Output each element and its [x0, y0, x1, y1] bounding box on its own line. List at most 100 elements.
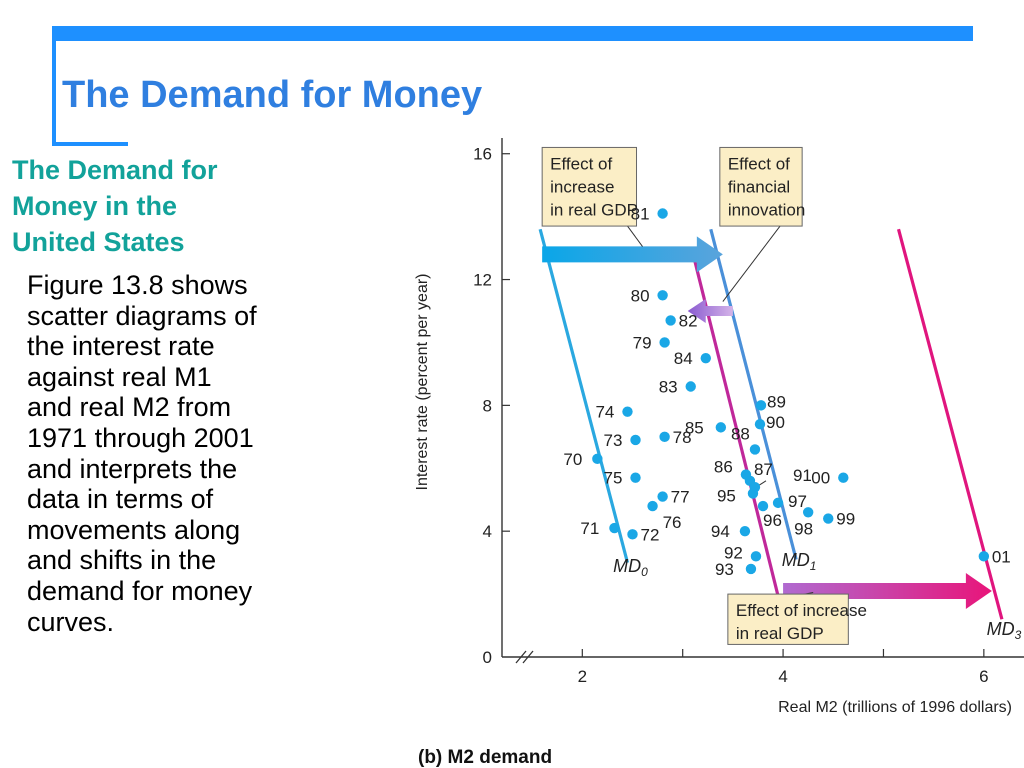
data-point	[739, 525, 751, 537]
top-accent-bar	[52, 26, 973, 41]
data-point	[754, 419, 766, 430]
y-tick-label: 12	[473, 271, 492, 290]
data-point-label: 99	[836, 510, 855, 529]
left-accent-bracket	[52, 26, 56, 146]
data-point-label: 71	[580, 519, 599, 538]
data-point	[749, 444, 761, 455]
annotation-boxes: Effect of increase in real GDP Effect of fin…	[541, 146, 867, 645]
axis-break-mark	[515, 650, 527, 664]
slide-body-text: Figure 13.8 shows scatter diagrams of th…	[27, 270, 257, 637]
data-point-label: 01	[992, 547, 1011, 566]
data-point-label: 86	[714, 458, 733, 477]
data-point	[630, 434, 641, 446]
annotation-text: Effect of	[550, 154, 612, 173]
data-point-label: 77	[671, 488, 690, 507]
curve-label: MD0	[613, 556, 648, 579]
accent-bracket-foot	[52, 142, 128, 146]
data-point	[745, 563, 757, 575]
curve-md2	[693, 260, 785, 617]
data-point	[657, 290, 668, 301]
y-axis-title: Interest rate (percent per year)	[414, 274, 431, 491]
data-point	[715, 422, 727, 433]
data-point-label: 75	[604, 469, 623, 488]
data-point	[659, 337, 670, 348]
slide-title: The Demand for Money	[62, 74, 483, 116]
data-point	[622, 406, 633, 417]
data-point	[755, 400, 767, 411]
shift-arrow	[687, 299, 733, 323]
annotation-box	[541, 146, 638, 227]
x-tick-label: 2	[578, 667, 587, 686]
data-point	[647, 500, 658, 512]
x-axis-title: Real M2 (trillions of 1996 dollars)	[778, 699, 1012, 716]
slide-subtitle: The Demand for Money in the United State…	[12, 155, 218, 257]
data-point-label: 95	[717, 486, 736, 505]
data-point-label: 96	[763, 511, 782, 530]
data-point	[685, 381, 696, 392]
data-point	[772, 497, 784, 509]
data-point-label: 80	[631, 286, 650, 305]
annotation-text: increase	[550, 177, 614, 196]
data-point	[665, 315, 676, 326]
data-point-label: 88	[731, 424, 750, 443]
curve-md0	[538, 228, 630, 564]
data-point-label: 78	[673, 428, 692, 447]
curve-label: MD3	[987, 619, 1022, 642]
data-point-label: 72	[641, 525, 660, 544]
data-point-label: 92	[724, 543, 743, 562]
data-point-label: 74	[595, 403, 614, 422]
data-point-label: 83	[659, 377, 678, 396]
data-point-label: 81	[631, 204, 650, 223]
data-point	[978, 551, 990, 562]
y-tick-label: 16	[473, 145, 492, 164]
data-point	[630, 472, 641, 483]
data-point	[823, 513, 834, 524]
shift-arrows	[542, 236, 992, 609]
data-point	[802, 507, 814, 518]
data-point	[700, 352, 711, 364]
annotation-box	[719, 146, 803, 227]
curve-label: MD1	[782, 550, 817, 573]
data-point-label: 70	[563, 450, 582, 469]
axis-break-mark	[522, 650, 534, 664]
data-point-label: 93	[715, 560, 734, 579]
annotation-text: financial	[728, 177, 790, 196]
y-tick-label: 4	[483, 522, 492, 541]
annotation-text: in real GDP	[736, 624, 824, 643]
data-point-label: 82	[679, 311, 698, 330]
data-point-label: 85	[685, 418, 704, 437]
x-tick-label: 4	[778, 667, 787, 686]
data-point-label: 90	[766, 413, 785, 432]
data-point	[657, 208, 668, 219]
data-point	[627, 529, 638, 540]
data-point-label: 94	[711, 522, 730, 541]
data-point-label: 87	[754, 460, 773, 479]
y-tick-label: 8	[483, 396, 492, 415]
data-point	[747, 488, 759, 499]
annotation-pointer	[722, 225, 781, 302]
annotation-box	[727, 593, 849, 645]
annotation-pointer	[627, 225, 643, 247]
chart-axes: 0 4 8 12 16 2 4 6	[473, 138, 1024, 686]
annotation-text: in real GDP	[550, 200, 638, 219]
data-point-label: 84	[674, 349, 693, 368]
annotation-text: Effect of	[728, 154, 790, 173]
data-point	[657, 491, 668, 502]
data-point-label: 00	[811, 469, 830, 488]
data-point-label: 91	[793, 466, 812, 485]
data-point	[592, 453, 603, 465]
data-point	[659, 431, 670, 443]
data-point	[609, 522, 620, 534]
shift-arrow	[783, 572, 992, 609]
data-point-label: 89	[767, 392, 786, 411]
data-point-label: 79	[633, 333, 652, 352]
data-point	[750, 551, 762, 562]
annotation-text: innovation	[728, 200, 806, 219]
y-tick-label: 0	[483, 648, 492, 667]
x-tick-label: 6	[979, 667, 988, 686]
data-point-label: 73	[604, 431, 623, 450]
annotation-text: Effect of increase	[736, 601, 867, 620]
data-point-label: 76	[663, 513, 682, 532]
